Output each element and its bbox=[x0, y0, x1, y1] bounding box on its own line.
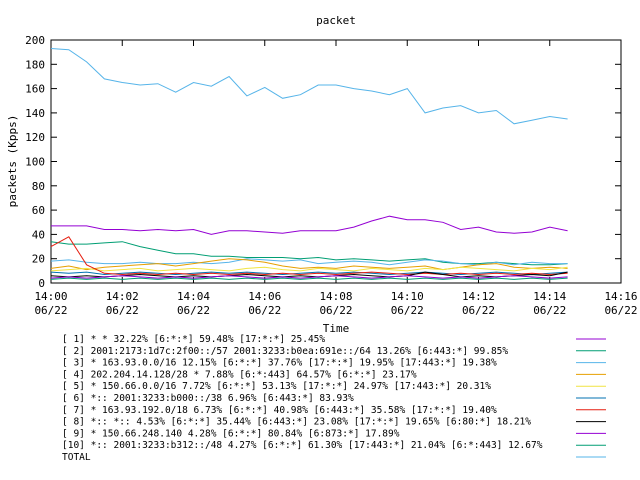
x-tick-date-label: 06/22 bbox=[391, 304, 424, 317]
y-tick-label: 160 bbox=[25, 83, 45, 96]
x-tick-date-label: 06/22 bbox=[604, 304, 637, 317]
x-tick-time-label: 14:02 bbox=[106, 290, 139, 303]
legend: [ 1] * * 32.22% [6:*:*] 59.48% [17:*:*] … bbox=[62, 334, 606, 463]
legend-entry: [ 5] * 150.66.0.0/16 7.72% [6:*:*] 53.13… bbox=[62, 381, 491, 392]
series-line-9 bbox=[50, 275, 568, 279]
x-tick-time-label: 14:10 bbox=[391, 290, 424, 303]
y-tick-label: 100 bbox=[25, 156, 45, 169]
series-line-1 bbox=[51, 215, 568, 235]
y-tick-label: 60 bbox=[32, 204, 45, 217]
series-line-7 bbox=[50, 236, 568, 276]
series-line-8 bbox=[50, 271, 568, 278]
series-line-2 bbox=[50, 241, 568, 266]
series-line-5 bbox=[50, 266, 568, 272]
x-tick-date-label: 06/22 bbox=[248, 304, 281, 317]
x-tick-date-label: 06/22 bbox=[462, 304, 495, 317]
chart-title: packet bbox=[316, 14, 356, 27]
series-line-10 bbox=[50, 277, 568, 280]
x-tick-time-label: 14:06 bbox=[248, 290, 281, 303]
x-tick-date-label: 06/22 bbox=[34, 304, 67, 317]
legend-entry: [ 2] 2001:2173:1d7c:2f00::/57 2001:3233:… bbox=[62, 346, 508, 357]
plot-frame bbox=[50, 39, 622, 284]
legend-entry: TOTAL bbox=[62, 452, 91, 463]
y-tick-label: 120 bbox=[25, 131, 45, 144]
y-tick-label: 80 bbox=[32, 180, 45, 193]
legend-entry: [ 1] * * 32.22% [6:*:*] 59.48% [17:*:*] … bbox=[62, 334, 325, 345]
legend-entry: [ 4] 202.204.14.128/28 * 7.88% [6:*:443]… bbox=[62, 369, 417, 380]
y-axis-label: packets (Kpps) bbox=[6, 115, 19, 208]
series-line-4 bbox=[50, 258, 568, 271]
legend-entry: [10] *:: 2001:3233:b312::/48 4.27% [6:*:… bbox=[62, 440, 543, 451]
y-tick-label: 180 bbox=[25, 58, 45, 71]
legend-entry: [ 3] * 163.93.0.0/16 12.15% [6:*:*] 37.7… bbox=[62, 358, 497, 369]
y-tick-label: 140 bbox=[25, 107, 45, 120]
x-tick-time-label: 14:00 bbox=[34, 290, 67, 303]
x-tick-time-label: 14:04 bbox=[177, 290, 210, 303]
x-tick-time-label: 14:16 bbox=[604, 290, 637, 303]
x-tick-date-label: 06/22 bbox=[319, 304, 352, 317]
series-line-6 bbox=[50, 271, 568, 276]
x-tick-date-label: 06/22 bbox=[106, 304, 139, 317]
x-tick-time-label: 14:14 bbox=[533, 290, 566, 303]
y-axis-ticks: 0 20 40 60 80 100 120 140 160 180 200 bbox=[25, 34, 621, 290]
legend-entry: [ 7] * 163.93.192.0/18 6.73% [6:*:*] 40.… bbox=[62, 405, 497, 416]
y-tick-label: 40 bbox=[32, 228, 45, 241]
legend-entry: [ 8] *:: *:: 4.53% [6:*:*] 35.44% [6:443… bbox=[62, 417, 531, 428]
series-line-11 bbox=[50, 48, 568, 125]
x-tick-time-label: 14:12 bbox=[462, 290, 495, 303]
y-tick-label: 0 bbox=[38, 277, 45, 290]
x-tick-date-label: 06/22 bbox=[177, 304, 210, 317]
legend-entry: [ 6] *:: 2001:3233:b000::/38 6.96% [6:44… bbox=[62, 393, 354, 404]
x-axis-label: Time bbox=[323, 322, 350, 335]
legend-entry: [ 9] * 150.66.248.140 4.28% [6:*:*] 80.8… bbox=[62, 428, 400, 439]
y-tick-label: 200 bbox=[25, 34, 45, 47]
series-lines bbox=[50, 48, 568, 280]
y-tick-label: 20 bbox=[32, 253, 45, 266]
x-tick-date-label: 06/22 bbox=[533, 304, 566, 317]
x-tick-time-label: 14:08 bbox=[319, 290, 352, 303]
